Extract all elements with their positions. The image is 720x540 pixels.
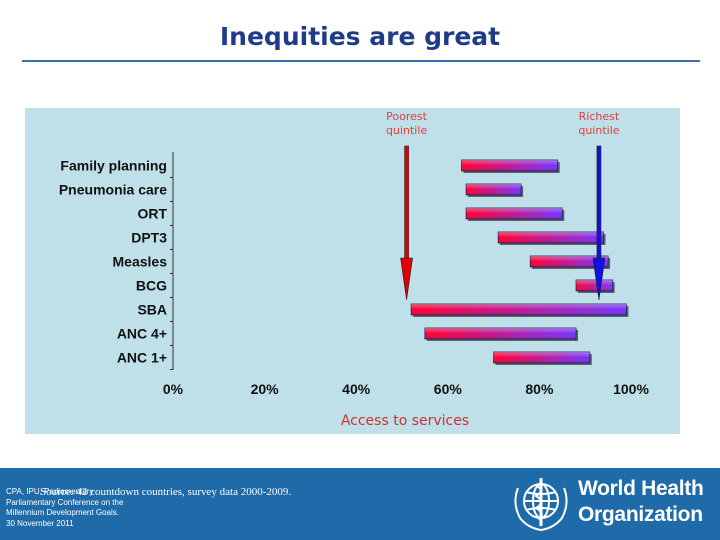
title-divider <box>22 60 700 62</box>
marker-arrow-shaft <box>596 145 602 259</box>
x-tick-label: 0% <box>163 381 184 397</box>
range-bar-gloss <box>424 328 577 339</box>
marker-label-line-2: quintile <box>386 124 427 137</box>
category-label: ANC 4+ <box>117 326 167 342</box>
conference-line-2: Parliamentary Conference on the <box>6 497 124 507</box>
marker-arrow-head <box>592 257 606 301</box>
range-bar-gloss <box>466 208 563 219</box>
category-label: ORT <box>137 206 167 222</box>
footer-bar <box>0 468 720 540</box>
range-bar-gloss <box>576 280 613 291</box>
marker-label-line-1: Richest <box>579 110 620 123</box>
conference-info: CPA, IPU, Parliamentary Parliamentary Co… <box>6 487 123 529</box>
marker-arrow-shaft <box>404 145 409 259</box>
x-tick-label: 80% <box>525 381 554 397</box>
source-note: Source: 42 countdown countries, survey d… <box>40 486 292 498</box>
category-label: BCG <box>136 278 167 294</box>
range-bar-gloss <box>411 304 627 315</box>
chart-panel <box>25 108 680 434</box>
range-bar-gloss <box>466 184 522 195</box>
conference-line-3: Millennium Development Goals. <box>6 508 119 517</box>
x-tick-label: 60% <box>434 381 463 397</box>
category-label: DPT3 <box>131 230 167 246</box>
marker-label-line-2: quintile <box>578 124 619 137</box>
x-tick-label: 20% <box>251 381 280 397</box>
range-bar-gloss <box>498 232 604 243</box>
who-logo: World Health Organization <box>510 472 715 534</box>
category-label: ANC 1+ <box>117 350 167 366</box>
who-wordmark-line-2: Organization <box>578 503 703 526</box>
slide-title: Inequities are great <box>219 22 501 51</box>
range-bar-gloss <box>493 352 590 363</box>
marker-label-line-1: Poorest <box>386 110 427 123</box>
range-bar-gloss <box>530 256 609 267</box>
conference-line-4: 30 November 2011 <box>6 518 74 528</box>
who-wordmark-line-1: World Health <box>578 477 704 500</box>
category-label: Family planning <box>60 158 167 174</box>
marker-arrow-head <box>400 257 413 301</box>
category-label: SBA <box>137 302 167 318</box>
conference-line-1: CPA, IPU, Parliamentary <box>6 487 94 496</box>
category-label: Pneumonia care <box>59 182 167 198</box>
x-tick-label: 40% <box>342 381 371 397</box>
x-tick-label: 100% <box>613 381 649 397</box>
x-axis-title: Access to services <box>341 413 469 429</box>
who-wordmark: World Health Organization <box>578 476 704 528</box>
range-bar-gloss <box>461 160 558 171</box>
inequity-chart: Family planning Pneumonia care ORT DPT3 Meas… <box>59 110 650 429</box>
category-label: Measles <box>113 254 168 270</box>
who-emblem-icon <box>514 478 568 532</box>
